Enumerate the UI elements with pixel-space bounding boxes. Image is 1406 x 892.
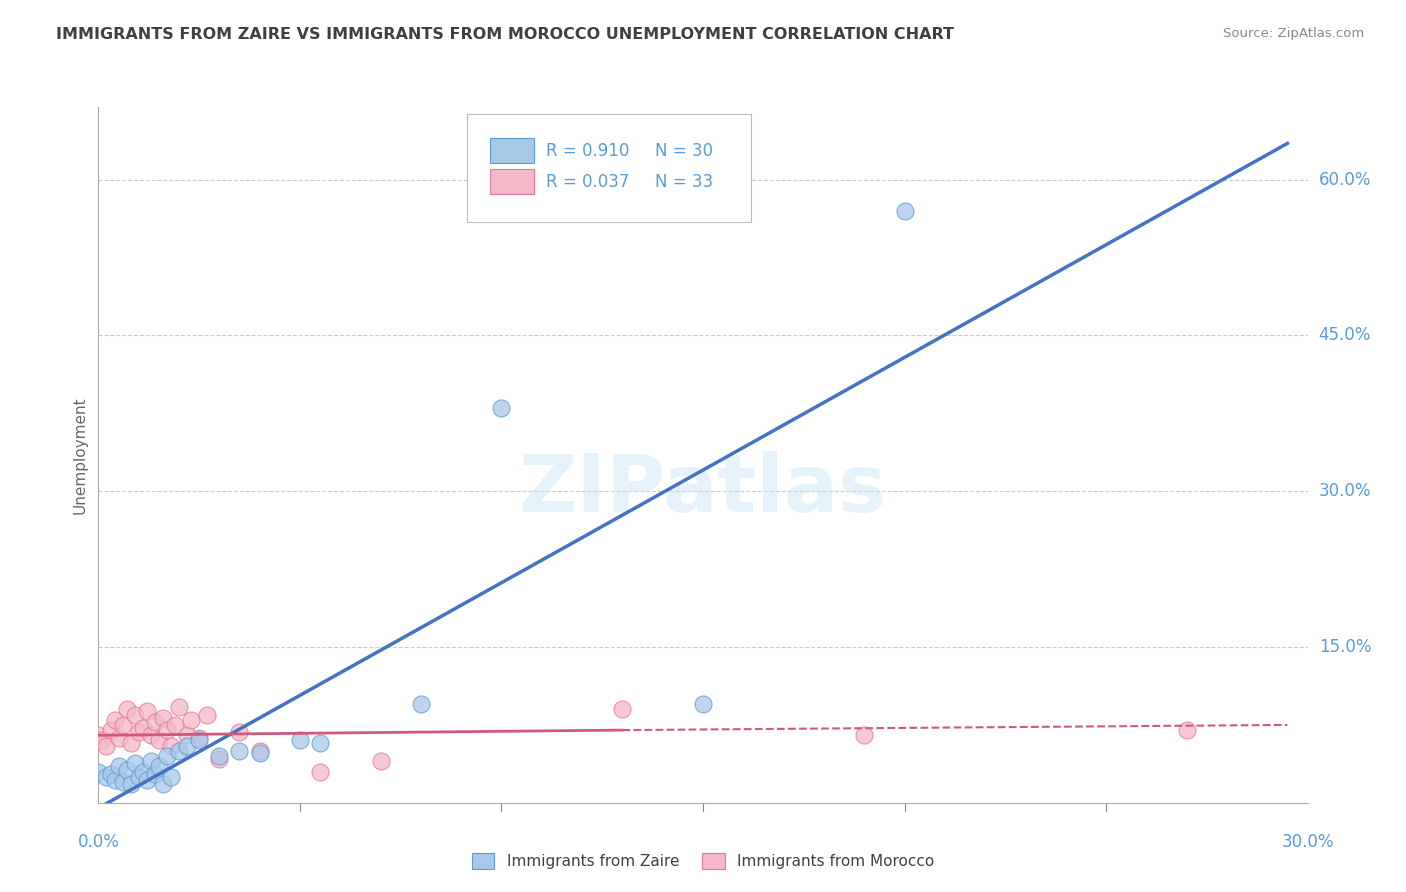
Point <box>491 401 513 416</box>
Point <box>128 770 150 784</box>
Point <box>107 731 129 746</box>
Legend: Immigrants from Zaire, Immigrants from Morocco: Immigrants from Zaire, Immigrants from M… <box>465 847 941 875</box>
Point <box>176 739 198 753</box>
Point <box>100 723 122 738</box>
Point <box>167 700 190 714</box>
Point <box>228 725 250 739</box>
Point <box>87 764 110 779</box>
Text: N = 30: N = 30 <box>655 142 713 160</box>
Text: R = 0.037: R = 0.037 <box>546 173 628 191</box>
Point <box>208 749 231 764</box>
Point <box>893 203 915 218</box>
Point <box>96 739 118 753</box>
Point <box>188 731 211 746</box>
Text: 30.0%: 30.0% <box>1281 833 1334 851</box>
Point <box>148 733 170 747</box>
Point <box>249 744 271 758</box>
Text: 30.0%: 30.0% <box>1319 483 1371 500</box>
Point <box>188 733 211 747</box>
Text: ZIPatlas: ZIPatlas <box>519 450 887 529</box>
Point <box>103 772 125 787</box>
Point <box>143 766 166 780</box>
Point <box>612 702 634 716</box>
Point <box>163 718 186 732</box>
Y-axis label: Unemployment: Unemployment <box>72 396 87 514</box>
Point <box>132 721 155 735</box>
Point <box>195 707 218 722</box>
Point <box>160 770 183 784</box>
Point <box>309 764 332 779</box>
Point <box>853 728 876 742</box>
Text: 45.0%: 45.0% <box>1319 326 1371 344</box>
Text: 0.0%: 0.0% <box>77 833 120 851</box>
Point <box>128 725 150 739</box>
Point <box>156 749 179 764</box>
Point <box>124 756 146 771</box>
Point <box>120 735 142 749</box>
Point <box>143 714 166 729</box>
Point <box>100 766 122 780</box>
Point <box>156 723 179 738</box>
Point <box>107 759 129 773</box>
Point <box>167 744 190 758</box>
Point <box>152 777 174 791</box>
Point <box>139 728 162 742</box>
Point <box>148 759 170 773</box>
Point <box>115 702 138 716</box>
Point <box>91 733 114 747</box>
Text: 60.0%: 60.0% <box>1319 170 1371 189</box>
Text: N = 33: N = 33 <box>655 173 713 191</box>
Point <box>103 713 125 727</box>
Point <box>152 711 174 725</box>
Text: IMMIGRANTS FROM ZAIRE VS IMMIGRANTS FROM MOROCCO UNEMPLOYMENT CORRELATION CHART: IMMIGRANTS FROM ZAIRE VS IMMIGRANTS FROM… <box>56 27 955 42</box>
Point <box>111 718 134 732</box>
Point <box>409 697 432 711</box>
Text: R = 0.910: R = 0.910 <box>546 142 628 160</box>
FancyBboxPatch shape <box>467 114 751 222</box>
Point <box>124 707 146 722</box>
Point <box>208 752 231 766</box>
Point <box>249 746 271 760</box>
Point <box>135 705 157 719</box>
Point <box>288 733 311 747</box>
Point <box>180 713 202 727</box>
Point <box>370 754 392 768</box>
Point <box>160 739 183 753</box>
Point <box>176 728 198 742</box>
Point <box>692 697 714 711</box>
Point <box>111 775 134 789</box>
Point <box>87 728 110 742</box>
Point <box>228 744 250 758</box>
Text: Source: ZipAtlas.com: Source: ZipAtlas.com <box>1223 27 1364 40</box>
Point <box>309 735 332 749</box>
Text: 15.0%: 15.0% <box>1319 638 1371 656</box>
Point <box>139 754 162 768</box>
FancyBboxPatch shape <box>491 137 534 162</box>
Point <box>1175 723 1198 738</box>
Point <box>96 770 118 784</box>
Point <box>115 763 138 777</box>
FancyBboxPatch shape <box>491 169 534 194</box>
Point <box>135 772 157 787</box>
Point <box>120 777 142 791</box>
Point <box>132 764 155 779</box>
